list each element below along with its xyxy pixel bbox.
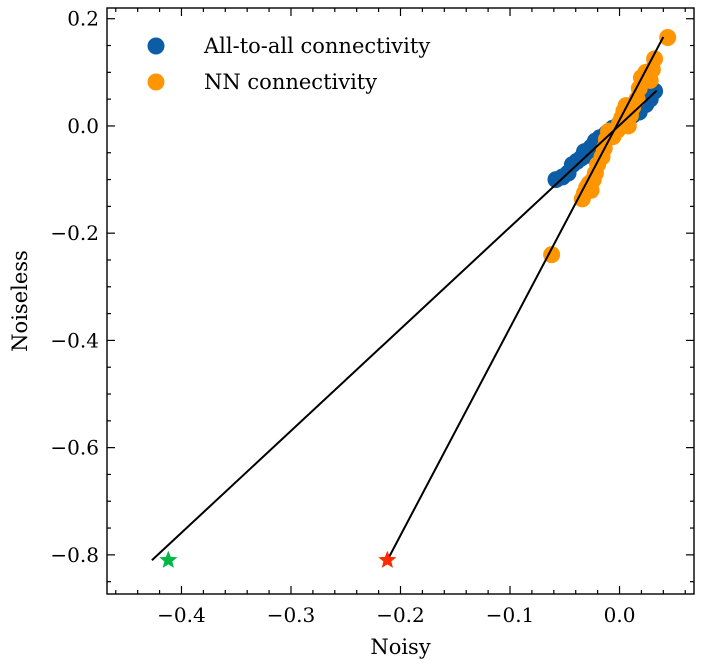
fit-line-all-to-all	[151, 89, 658, 561]
y-tick-label: 0.0	[67, 114, 99, 138]
green-star-marker	[159, 550, 178, 568]
tick-labels: −0.4 −0.3 −0.2 −0.1 0.0 −0.8 −0.6 −0.4 −0.2 0.0 0.…	[50, 7, 635, 627]
x-tick-label: −0.3	[267, 603, 316, 627]
legend-label-nn: NN connectivity	[204, 70, 377, 94]
y-axis-label: Noiseless	[8, 250, 32, 352]
x-tick-label: −0.4	[157, 603, 206, 627]
y-tick-label: −0.8	[50, 543, 99, 567]
x-tick-label: 0.0	[604, 603, 636, 627]
plot-area	[151, 28, 677, 568]
legend: All-to-all connectivity NN connectivity	[147, 34, 430, 94]
legend-marker-nn	[147, 73, 165, 91]
fit-line-nn	[386, 36, 665, 561]
axis-ticks	[107, 8, 694, 594]
y-tick-label: −0.2	[50, 221, 99, 245]
x-tick-label: −0.1	[486, 603, 535, 627]
y-tick-label: −0.6	[50, 436, 99, 460]
x-axis-label: Noisy	[370, 635, 431, 659]
y-tick-label: −0.4	[50, 328, 99, 352]
legend-marker-all-to-all	[147, 37, 165, 55]
nn-point	[659, 28, 677, 46]
red-star-marker	[378, 550, 397, 568]
legend-label-all-to-all: All-to-all connectivity	[203, 34, 430, 58]
y-tick-label: 0.2	[67, 7, 99, 31]
x-tick-label: −0.2	[376, 603, 425, 627]
plot-frame	[106, 7, 695, 595]
